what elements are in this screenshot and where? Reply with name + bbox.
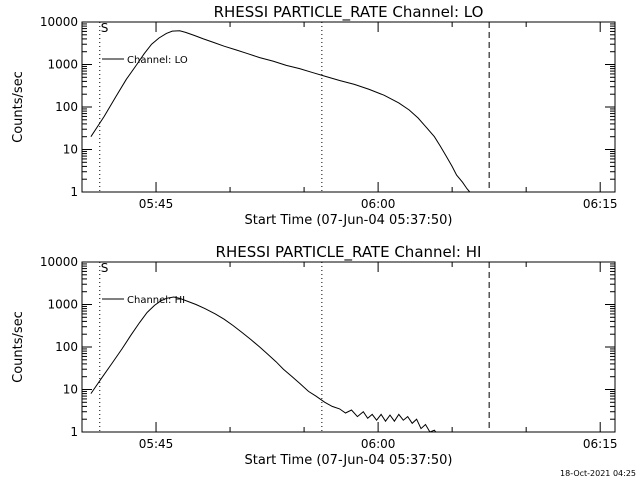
y-tick-label: 1000 [47, 58, 78, 72]
plot-frame [81, 21, 616, 193]
x-tick-label: 06:00 [361, 197, 396, 211]
x-tick-label: 05:45 [139, 197, 174, 211]
x-axis-title-hi: Start Time (07-Jun-04 05:37:50) [245, 453, 453, 468]
chart-title-hi: RHESSI PARTICLE_RATE Channel: HI [216, 243, 482, 262]
x-tick-label: 06:15 [583, 197, 618, 211]
y-tick-label: 10000 [40, 15, 78, 29]
x-tick-label: 05:45 [139, 437, 174, 451]
y-axis-title-hi: Counts/sec [11, 311, 26, 383]
x-tick-label: 06:15 [583, 437, 618, 451]
chart-panel-hi: RHESSI PARTICLE_RATE Channel: HI Start Ti… [11, 243, 617, 468]
time-marker-label: S [101, 261, 109, 275]
y-tick-label: 1 [70, 425, 78, 439]
series-line-hi [90, 296, 437, 432]
chart-title-lo: RHESSI PARTICLE_RATE Channel: LO [214, 3, 484, 22]
y-tick-label: 100 [55, 340, 78, 354]
series-line-lo [90, 30, 471, 192]
y-axis-title-lo: Counts/sec [11, 71, 26, 143]
y-tick-label: 10 [63, 143, 78, 157]
chart-panel-lo: RHESSI PARTICLE_RATE Channel: LO Start Ti… [11, 3, 617, 228]
y-tick-label: 10 [63, 383, 78, 397]
legend-label-lo: Channel: LO [127, 55, 188, 66]
legend-label-hi: Channel: HI [127, 295, 185, 306]
x-axis-title-lo: Start Time (07-Jun-04 05:37:50) [245, 213, 453, 228]
plot-timestamp: 18-Oct-2021 04:25 [560, 469, 636, 478]
x-tick-label: 06:00 [361, 437, 396, 451]
y-tick-label: 100 [55, 100, 78, 114]
y-tick-label: 10000 [40, 255, 78, 269]
y-tick-label: 1000 [47, 298, 78, 312]
plot-frame [81, 261, 616, 433]
time-marker-label: S [101, 21, 109, 35]
y-tick-label: 1 [70, 185, 78, 199]
